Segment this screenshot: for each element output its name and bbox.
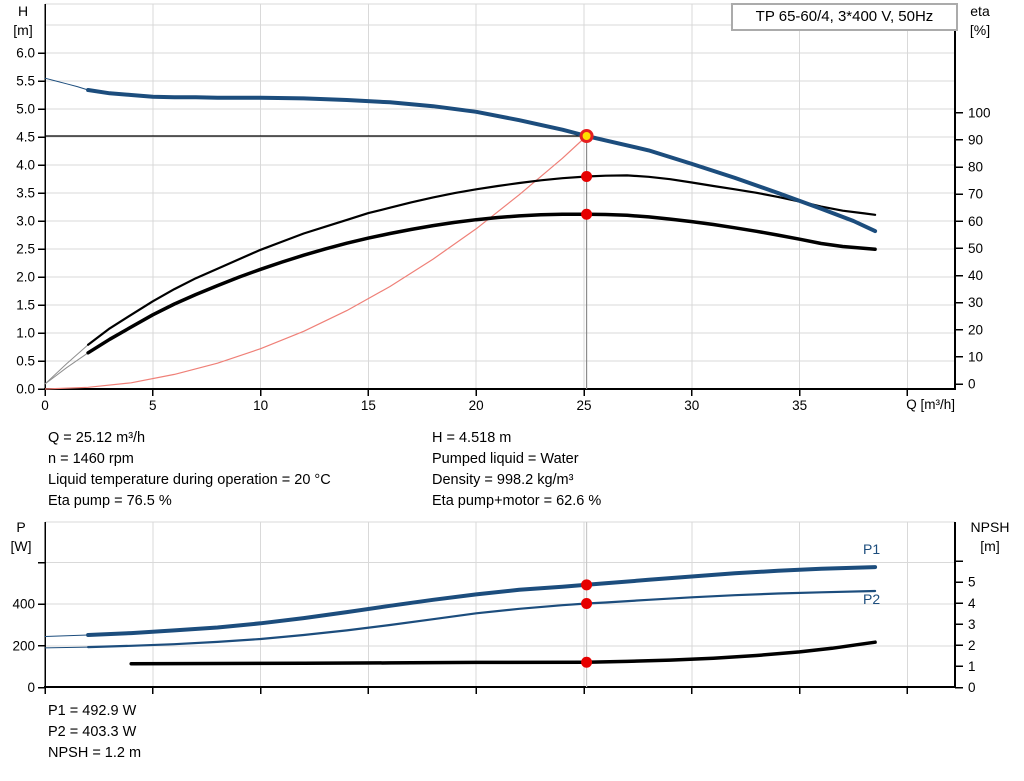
eta-pump-motor-curve	[86, 212, 877, 355]
p-axis-unit: P [W]	[2, 518, 40, 556]
y-left-tick-label: 6.0	[16, 46, 35, 61]
annotation-q: Q = 25.12 m³/h	[48, 430, 146, 446]
p1-curve	[86, 565, 878, 637]
p2-curve	[87, 589, 877, 649]
p-axis-unit-line2: [W]	[10, 538, 32, 554]
y-left-tick-label: 3.0	[16, 214, 35, 229]
y-right-tick-label: 100	[968, 105, 991, 120]
y-right-tick-label: 40	[968, 268, 983, 283]
annotation-eta-pump-motor: Eta pump+motor = 62.6 %	[432, 493, 602, 509]
axes-layer: 0 200 400 0 1 2 3 4 5	[12, 522, 976, 695]
y-left-tick-label: 5.5	[16, 74, 35, 89]
annotation-density: Density = 998.2 kg/m³	[432, 472, 574, 488]
eta-axis-unit-line2: [%]	[969, 22, 991, 38]
y-left-tick-label: 4.5	[16, 130, 35, 145]
x-tick-label: 35	[792, 398, 807, 413]
y-right-tick-label: 1	[968, 659, 976, 674]
y-right-tick-label: 10	[968, 349, 983, 364]
y-left-tick-label: 400	[12, 597, 35, 612]
x-tick-label: 0	[41, 398, 49, 413]
grid-layer	[45, 521, 955, 687]
y-right-tick-label: 4	[968, 596, 976, 611]
power-npsh-chart: 0 200 400 0 1 2 3 4 5	[12, 521, 976, 695]
p1-curve-lead	[44, 634, 89, 637]
y-right-tick-label: 0	[968, 377, 976, 392]
p2-curve-lead	[44, 646, 89, 649]
npsh-curve	[129, 640, 877, 666]
y-right-tick-label: 5	[968, 575, 976, 590]
y-right-tick-label: 2	[968, 638, 976, 653]
npsh-axis-unit-line2: [m]	[980, 538, 1000, 554]
x-tick-label: 15	[361, 398, 376, 413]
annotation-p2: P2 = 403.3 W	[48, 724, 137, 740]
y-right-tick-label: 50	[968, 241, 983, 256]
h-curve	[86, 88, 878, 234]
duty-point-marker[interactable]	[579, 128, 594, 143]
y-right-tick-label: 70	[968, 187, 983, 202]
y-left-tick-label: 5.0	[16, 102, 35, 117]
y-left-tick-label: 4.0	[16, 158, 35, 173]
eta-pump-curve-lead	[44, 344, 89, 385]
npsh-dot	[581, 656, 593, 668]
annotation-pumped-liquid: Pumped liquid = Water	[432, 451, 579, 467]
h-axis-unit-line2: [m]	[13, 22, 33, 38]
y-right-tick-label: 0	[968, 680, 976, 695]
h-curve-lead	[44, 77, 89, 91]
eta-axis-unit-line1: eta	[970, 3, 990, 19]
eta-pump-curve	[87, 174, 877, 346]
eta-axis-unit: eta [%]	[960, 2, 1000, 40]
y-left-tick-label: 3.5	[16, 186, 35, 201]
system-curve-curve	[44, 135, 588, 390]
y-left-tick-label: 0.0	[16, 382, 35, 397]
annotation-eta-pump: Eta pump = 76.5 %	[48, 493, 172, 509]
y-right-tick-label: 80	[968, 160, 983, 175]
y-right-tick-label: 3	[968, 617, 976, 632]
y-right-tick-label: 60	[968, 214, 983, 229]
x-tick-label: 10	[253, 398, 268, 413]
y-left-tick-label: 1.0	[16, 326, 35, 341]
y-right-tick-label: 20	[968, 322, 983, 337]
npsh-axis-unit-line1: NPSH	[970, 519, 1010, 535]
y-right-tick-label: 30	[968, 295, 983, 310]
eta-pump-motor-curve-lead	[44, 352, 89, 385]
annotation-head: H = 4.518 m	[432, 430, 512, 446]
y-left-tick-label: 2.5	[16, 242, 35, 257]
y-left-tick-label: 0	[27, 680, 35, 695]
annotation-npsh: NPSH = 1.2 m	[48, 745, 142, 761]
y-left-tick-label: 200	[12, 638, 35, 653]
y-left-tick-label: 1.5	[16, 298, 35, 313]
h-axis-unit-line1: H	[17, 3, 29, 19]
annotation-p1: P1 = 492.9 W	[48, 703, 137, 719]
q-axis-unit: Q [m³/h]	[906, 397, 955, 412]
p2-curve-label: P2	[863, 591, 881, 607]
annotation-liquid-temperature: Liquid temperature during operation = 20…	[48, 472, 331, 488]
p1-dot	[581, 579, 593, 591]
y-left-tick-label: 0.5	[16, 354, 35, 369]
axes-layer: 0 5 10 15 20 25 30 35 0.0 0.5 1.0 1.5 2.0 2.5 3.0 3.5 4.…	[16, 4, 991, 413]
h-axis-unit: H [m]	[4, 2, 42, 40]
npsh-axis-unit: NPSH [m]	[958, 518, 1022, 556]
pump-title-box: TP 65-60/4, 3*400 V, 50Hz	[731, 3, 958, 31]
x-tick-label: 20	[469, 398, 484, 413]
qh-eta-chart: 0 5 10 15 20 25 30 35 0.0 0.5 1.0 1.5 2.0 2.5 3.0 3.5 4.…	[16, 3, 991, 413]
eta-pump-dot	[581, 171, 593, 183]
grid-layer	[45, 3, 955, 389]
x-tick-label: 5	[149, 398, 157, 413]
y-right-tick-label: 90	[968, 132, 983, 147]
x-tick-label: 25	[576, 398, 591, 413]
p1-curve-label: P1	[863, 541, 881, 557]
x-tick-label: 30	[684, 398, 699, 413]
p-axis-unit-line1: P	[16, 519, 26, 535]
p2-dot	[581, 597, 593, 609]
annotation-speed: n = 1460 rpm	[48, 451, 134, 467]
y-left-tick-label: 2.0	[16, 270, 35, 285]
eta-pump-motor-dot	[581, 208, 593, 220]
